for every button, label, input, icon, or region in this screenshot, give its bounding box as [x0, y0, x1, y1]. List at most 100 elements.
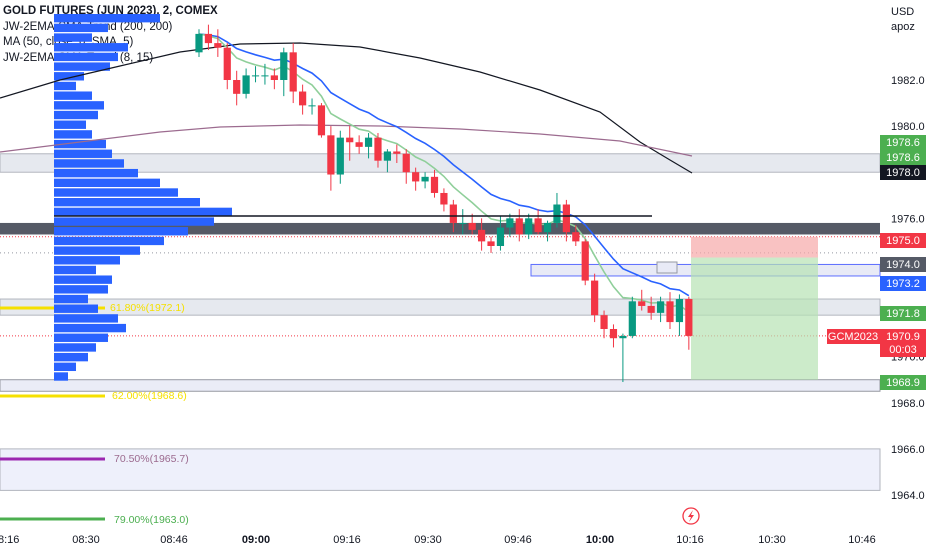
candle-body: [496, 227, 505, 246]
time-tick: 09:00: [242, 534, 270, 546]
volume-bar: [54, 23, 108, 33]
candle: [364, 133, 373, 159]
candle-body: [525, 218, 533, 235]
badge-1978-6-b: 1978.6: [880, 150, 926, 165]
volume-bar: [54, 227, 188, 236]
volume-bar: [54, 52, 118, 62]
volume-bar: [54, 91, 92, 100]
candle-body: [374, 137, 382, 161]
candle: [600, 310, 608, 339]
ma-50-line: [0, 42, 693, 174]
volume-bar: [54, 139, 106, 149]
candle: [609, 324, 618, 348]
candle-body: [364, 137, 373, 147]
candle-body: [327, 135, 335, 175]
volume-bar: [54, 72, 84, 81]
badge-1975-0: 1975.0: [880, 233, 926, 248]
badge-1978-6-a: 1978.6: [880, 135, 926, 150]
candle-body: [280, 52, 288, 80]
volume-bar: [54, 198, 200, 207]
currency-label: USD: [891, 6, 914, 18]
candle-body: [412, 172, 420, 182]
volume-bar: [54, 217, 214, 226]
price-tick: 1982.0: [891, 75, 925, 87]
candle: [675, 294, 684, 336]
price-tick: 1976.0: [891, 213, 925, 225]
candle: [261, 63, 269, 85]
candle: [402, 149, 410, 184]
candle: [336, 130, 344, 184]
candle: [459, 209, 467, 235]
candle-body: [543, 222, 552, 233]
price-tick: 1964.0: [891, 490, 925, 502]
volume-profile: [54, 14, 232, 381]
candle: [317, 103, 326, 138]
candle: [242, 68, 250, 99]
candle: [685, 296, 693, 350]
candle-body: [289, 52, 297, 92]
candle-body: [468, 222, 476, 230]
candle: [656, 296, 665, 323]
candle: [543, 220, 552, 242]
candle: [562, 199, 570, 242]
candle: [506, 213, 514, 237]
volume-bar: [54, 352, 88, 362]
candle-body: [261, 75, 269, 77]
volume-bar: [54, 333, 108, 342]
volume-bar: [54, 343, 96, 352]
symbol-badge: GCM2023: [827, 329, 880, 344]
bpp-marker: [656, 261, 678, 274]
time-tick: 09:46: [504, 534, 532, 546]
candle: [572, 225, 580, 246]
fib-zone: [0, 448, 881, 491]
time-tick: 08:30: [72, 534, 100, 546]
supply-zone: [0, 222, 880, 235]
candle-body: [591, 280, 599, 316]
candle: [525, 213, 533, 240]
svg-text:1974.0: 1974.0: [886, 259, 920, 271]
candle: [553, 192, 561, 228]
candle: [214, 29, 222, 57]
candle: [496, 216, 505, 251]
svg-text:1978.0: 1978.0: [886, 167, 920, 179]
sma-200-line: [0, 124, 693, 157]
volume-bar: [54, 207, 232, 217]
candle: [468, 213, 476, 235]
volume-bar: [54, 101, 104, 110]
candle-body: [440, 192, 448, 205]
candle-body: [317, 105, 326, 136]
fib-label-6200: 62.00%(1968.6): [112, 390, 187, 402]
candle-body: [251, 75, 260, 77]
candle: [430, 169, 439, 198]
candle-body: [675, 299, 684, 323]
svg-text:1973.2: 1973.2: [886, 278, 920, 290]
candle: [289, 43, 297, 104]
candle-body: [685, 299, 693, 336]
volume-bar: [54, 285, 108, 294]
time-tick: 10:00: [586, 534, 614, 546]
volume-bar: [54, 265, 96, 275]
candle-body: [195, 33, 203, 53]
badge-1973-2: 1973.2: [880, 276, 926, 291]
volume-bar: [54, 168, 138, 178]
svg-text:1968.9: 1968.9: [886, 377, 920, 389]
candle-body: [214, 43, 222, 48]
time-tick: 09:30: [414, 534, 442, 546]
volume-bar: [54, 81, 76, 91]
lightning-icon[interactable]: [682, 507, 700, 525]
candle: [195, 29, 203, 57]
candle: [440, 188, 448, 212]
candle-body: [487, 241, 495, 246]
stop-loss-zone: [691, 236, 818, 258]
volume-bar: [54, 256, 120, 265]
badge-1968-9: 1968.9: [880, 375, 926, 390]
volume-bar: [54, 246, 140, 255]
candle-body: [308, 105, 316, 107]
candle-body: [478, 229, 486, 242]
candle-body: [647, 305, 655, 313]
candle-body: [223, 47, 231, 80]
volume-bar: [54, 304, 98, 313]
candle: [628, 296, 636, 339]
candle: [308, 98, 316, 115]
